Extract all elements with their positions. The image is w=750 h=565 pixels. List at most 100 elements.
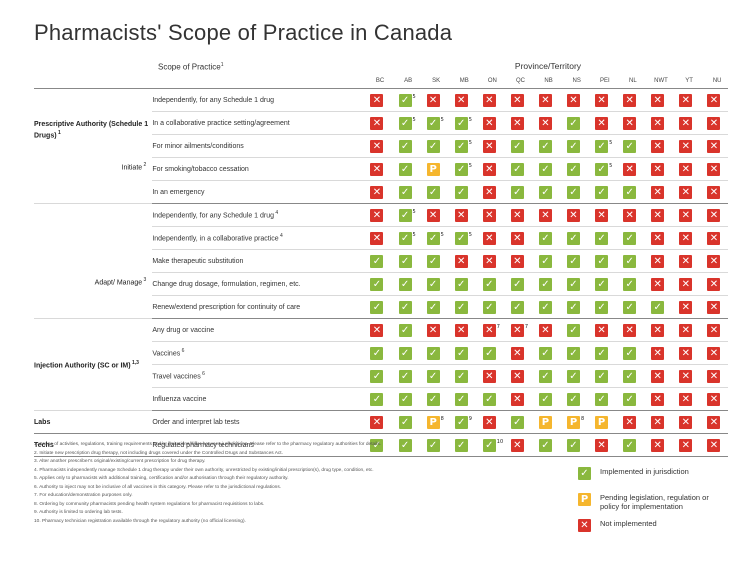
not-implemented-x-icon: ✕ bbox=[651, 208, 665, 222]
status-cell-yt: ✕ bbox=[671, 364, 700, 388]
not-implemented-x-icon: ✕ bbox=[679, 231, 693, 245]
implemented-check-icon: ✓ bbox=[426, 438, 440, 452]
status-cell-ns: ✓ bbox=[559, 433, 588, 457]
status-cell-nu: ✕ bbox=[699, 364, 728, 388]
footnote-ref: 8 bbox=[581, 415, 585, 422]
status-cell-on: ✓ bbox=[475, 295, 504, 319]
table-row: For smoking/tobacco cessation ✕ ✓ P ✓ 5 ✕ ✓ ✓ ✓ ✓ 5… bbox=[34, 157, 728, 181]
status-cell-ns: ✓ bbox=[559, 134, 588, 158]
footnote-ref: 8 bbox=[440, 415, 444, 422]
not-implemented-x-icon: ✕ bbox=[679, 277, 693, 291]
not-implemented-x-icon: ✕ bbox=[679, 323, 693, 337]
not-implemented-x-icon: ✕ bbox=[651, 139, 665, 153]
status-cell-qc: ✓ bbox=[503, 295, 532, 319]
not-implemented-x-icon: ✕ bbox=[707, 93, 721, 107]
category-label: Prescriptive Authority (Schedule 1 Drugs… bbox=[34, 121, 149, 140]
status-cell-on: ✕ bbox=[475, 410, 504, 434]
activity-text: Order and interpret lab tests bbox=[152, 418, 240, 426]
status-cell-mb: ✓ bbox=[447, 295, 476, 319]
footnote-ref: 5 bbox=[412, 93, 416, 100]
page-title: Pharmacists' Scope of Practice in Canada bbox=[34, 20, 453, 45]
not-implemented-x-icon: ✕ bbox=[707, 162, 721, 176]
implemented-check-icon: ✓ bbox=[538, 369, 552, 383]
not-implemented-x-icon: ✕ bbox=[482, 139, 496, 153]
not-implemented-x-icon: ✕ bbox=[370, 185, 384, 199]
status-cell-nb: ✓ bbox=[531, 157, 560, 181]
activity-text: Any drug or vaccine bbox=[152, 326, 215, 334]
status-cell-nu: ✕ bbox=[699, 387, 728, 411]
activity-text: In an emergency bbox=[152, 188, 205, 196]
not-implemented-x-icon: ✕ bbox=[707, 208, 721, 222]
implemented-check-icon: ✓ bbox=[370, 369, 384, 383]
implemented-check-icon: ✓ 5 bbox=[454, 162, 472, 176]
status-cell-ns: ✓ bbox=[559, 318, 588, 342]
jurisdiction-header-nb: NB bbox=[544, 78, 553, 84]
status-cell-nl: ✓ bbox=[615, 387, 644, 411]
not-implemented-x-icon: ✕ bbox=[707, 300, 721, 314]
implemented-check-icon: ✓ bbox=[567, 392, 580, 406]
status-cell-nu: ✕ bbox=[699, 295, 728, 319]
implemented-check-icon: ✓ bbox=[578, 467, 591, 480]
status-cell-nwt: ✕ bbox=[643, 364, 672, 388]
not-implemented-x-icon: ✕ bbox=[370, 93, 384, 107]
status-cell-ab: ✓ bbox=[391, 318, 420, 342]
footnote-item: 8. Ordering by community pharmacists pen… bbox=[34, 501, 265, 507]
status-cell-pei: ✓ bbox=[587, 180, 616, 204]
status-cell-nl: ✕ bbox=[615, 203, 644, 227]
status-cell-qc: ✕ bbox=[503, 249, 532, 273]
not-implemented-x-icon: ✕ bbox=[510, 438, 524, 452]
not-implemented-x-icon: ✕ bbox=[679, 369, 693, 383]
implemented-check-icon: ✓ 5 bbox=[398, 93, 416, 107]
implemented-check-icon: ✓ bbox=[510, 277, 524, 291]
implemented-check-icon: ✓ bbox=[426, 185, 440, 199]
footnote-ref: 6 bbox=[180, 348, 185, 355]
implemented-check-icon: ✓ 5 bbox=[426, 116, 444, 130]
implemented-check-icon: ✓ bbox=[538, 139, 552, 153]
footnotes: 1. Scope of activities, regulations, tra… bbox=[34, 441, 554, 526]
implemented-check-icon: ✓ 5 bbox=[454, 231, 472, 245]
status-cell-bc: ✕ bbox=[362, 134, 391, 158]
status-cell-nwt: ✕ bbox=[643, 249, 672, 273]
implemented-check-icon: ✓ bbox=[398, 185, 412, 199]
not-implemented-x-icon: ✕ bbox=[623, 162, 637, 176]
status-cell-nl: ✓ bbox=[615, 341, 644, 365]
status-cell-qc: ✕ bbox=[503, 226, 532, 250]
implemented-check-icon: ✓ bbox=[567, 323, 580, 337]
footnote-item: 1. Scope of activities, regulations, tra… bbox=[34, 442, 382, 447]
implemented-check-icon: ✓ bbox=[370, 438, 384, 452]
not-implemented-x-icon: ✕ bbox=[595, 323, 609, 337]
status-cell-qc: ✕ bbox=[503, 88, 532, 112]
table-row: Influenza vaccine ✓ ✓ ✓ ✓ ✓ ✕ ✓ ✓ ✓ ✓ ✕ ✕ ✕ bbox=[34, 387, 728, 411]
status-cell-yt: ✕ bbox=[671, 203, 700, 227]
status-cell-bc: ✓ bbox=[362, 341, 391, 365]
implemented-check-icon: ✓ bbox=[426, 254, 440, 268]
status-cell-nb: P bbox=[531, 410, 560, 434]
status-cell-nwt: ✕ bbox=[643, 433, 672, 457]
not-implemented-x-icon: ✕ bbox=[370, 415, 384, 429]
status-cell-mb: ✓ 5 bbox=[447, 111, 476, 135]
footnote-ref: 5 bbox=[468, 139, 472, 146]
activity-text: For minor ailments/conditions bbox=[152, 142, 244, 150]
not-implemented-x-icon: ✕ bbox=[651, 277, 665, 291]
status-cell-sk: P bbox=[419, 157, 448, 181]
status-cell-on: ✕ bbox=[475, 180, 504, 204]
implemented-check-icon: ✓ bbox=[398, 254, 412, 268]
not-implemented-x-icon: ✕ bbox=[679, 300, 693, 314]
status-cell-ns: ✓ bbox=[559, 272, 588, 296]
activity-text: Influenza vaccine bbox=[152, 395, 207, 403]
implemented-check-icon: ✓ bbox=[426, 392, 440, 406]
status-cell-nl: ✓ bbox=[615, 134, 644, 158]
status-cell-yt: ✕ bbox=[671, 88, 700, 112]
not-implemented-x-icon: ✕ bbox=[679, 254, 693, 268]
activity-text: Make therapeutic substitution bbox=[152, 257, 244, 265]
status-cell-sk: ✓ bbox=[419, 134, 448, 158]
implemented-check-icon: ✓ bbox=[370, 277, 384, 291]
status-cell-on: ✓ bbox=[475, 341, 504, 365]
implemented-check-icon: ✓ bbox=[370, 300, 384, 314]
status-cell-qc: ✓ bbox=[503, 134, 532, 158]
status-cell-nb: ✓ bbox=[531, 249, 560, 273]
status-cell-pei: ✕ bbox=[587, 433, 616, 457]
implemented-check-icon: ✓ bbox=[538, 254, 552, 268]
not-implemented-x-icon: ✕ bbox=[482, 415, 496, 429]
